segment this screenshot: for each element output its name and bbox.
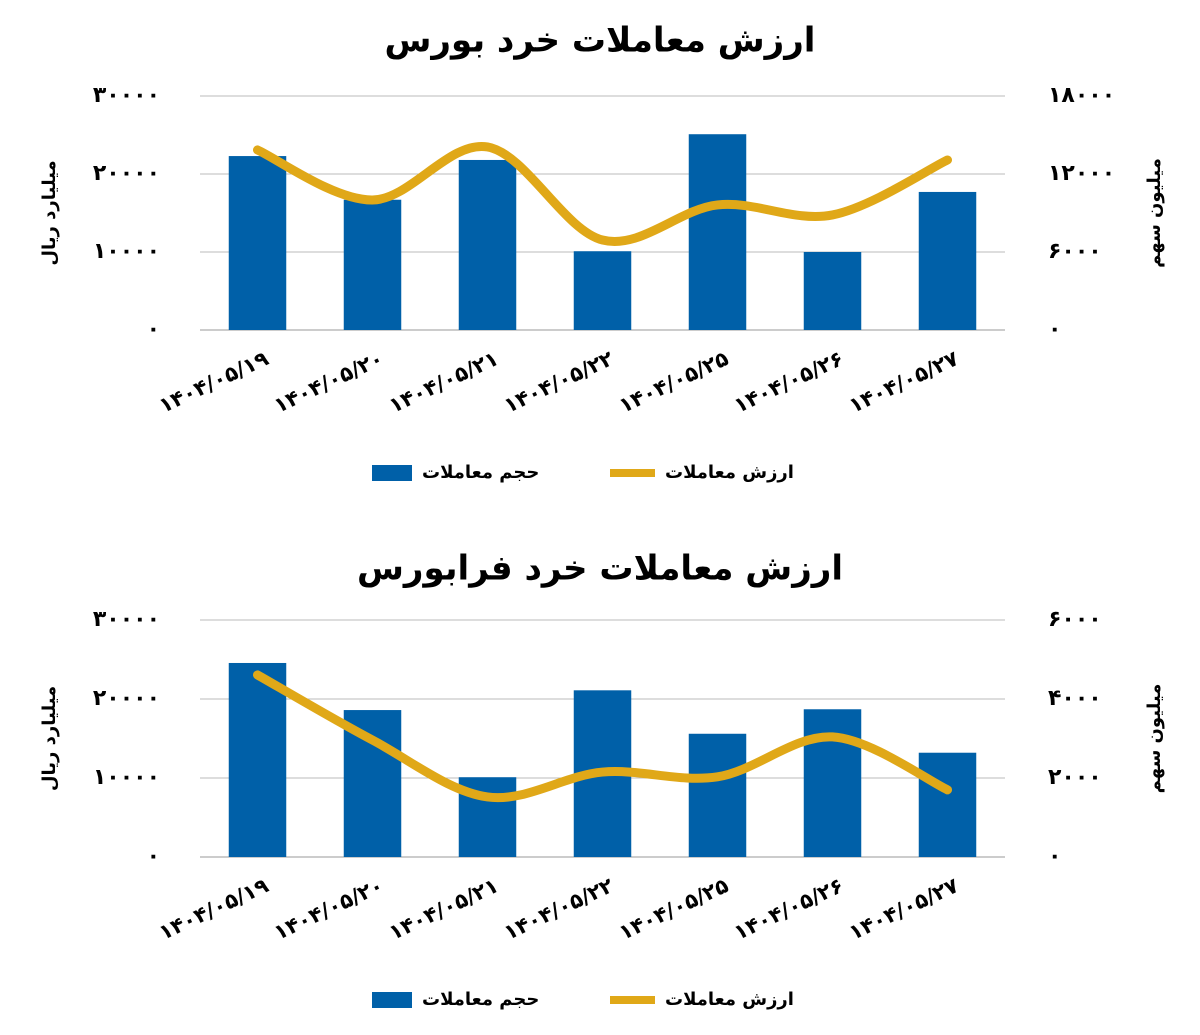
x-tick-label: ۱۴۰۴/۰۵/۲۶ — [730, 346, 847, 418]
legend-swatch — [372, 465, 412, 481]
y2-tick-label: ۰ — [1048, 317, 1061, 342]
x-tick-label: ۱۴۰۴/۰۵/۲۱ — [385, 873, 502, 945]
legend-label: حجم معاملات — [422, 462, 539, 483]
bar — [343, 199, 402, 330]
y-tick-label: ۰ — [147, 844, 160, 869]
bar — [803, 252, 862, 330]
y2-tick-label: ۲۰۰۰ — [1048, 765, 1102, 790]
bar — [918, 191, 977, 330]
y-tick-label: ۱۰۰۰۰ — [93, 765, 160, 790]
x-tick-label: ۱۴۰۴/۰۵/۱۹ — [155, 873, 272, 945]
y-tick-label: ۳۰۰۰۰ — [93, 83, 160, 108]
x-tick-label: ۱۴۰۴/۰۵/۲۵ — [615, 873, 732, 945]
x-tick-label: ۱۴۰۴/۰۵/۲۰ — [270, 346, 387, 418]
y-axis-label: میلیارد ریال — [39, 686, 60, 791]
y2-axis-label: میلیون سهم — [1144, 684, 1165, 794]
y2-tick-label: ۱۲۰۰۰ — [1048, 161, 1115, 186]
y2-tick-label: ۶۰۰۰ — [1048, 239, 1102, 264]
y-tick-label: ۱۰۰۰۰ — [93, 239, 160, 264]
legend-label: حجم معاملات — [422, 989, 539, 1010]
bar — [458, 159, 517, 330]
bar — [573, 251, 632, 330]
y2-tick-label: ۰ — [1048, 844, 1061, 869]
bar — [688, 134, 747, 330]
chart-title: ارزش معاملات خرد فرابورس — [357, 549, 843, 589]
legend-label: ارزش معاملات — [665, 462, 794, 483]
bar — [228, 156, 287, 330]
y2-tick-label: ۶۰۰۰ — [1048, 607, 1102, 632]
x-tick-label: ۱۴۰۴/۰۵/۲۵ — [615, 346, 732, 418]
x-tick-label: ۱۴۰۴/۰۵/۱۹ — [155, 346, 272, 418]
legend-swatch — [372, 992, 412, 1008]
y-tick-label: ۳۰۰۰۰ — [93, 607, 160, 632]
y2-axis-label: میلیون سهم — [1144, 158, 1165, 268]
y-axis-label: میلیارد ریال — [39, 160, 60, 265]
y-tick-label: ۲۰۰۰۰ — [93, 161, 160, 186]
bar — [228, 662, 287, 857]
legend-label: ارزش معاملات — [665, 989, 794, 1010]
bar — [688, 733, 747, 857]
line — [253, 670, 952, 803]
x-tick-label: ۱۴۰۴/۰۵/۲۱ — [385, 346, 502, 418]
x-tick-label: ۱۴۰۴/۰۵/۲۲ — [500, 873, 617, 945]
bar — [803, 709, 862, 857]
x-tick-label: ۱۴۰۴/۰۵/۲۷ — [845, 346, 962, 418]
chart-title: ارزش معاملات خرد بورس — [385, 21, 816, 61]
x-tick-label: ۱۴۰۴/۰۵/۲۰ — [270, 873, 387, 945]
x-tick-label: ۱۴۰۴/۰۵/۲۲ — [500, 346, 617, 418]
x-tick-label: ۱۴۰۴/۰۵/۲۷ — [845, 873, 962, 945]
y-tick-label: ۲۰۰۰۰ — [93, 686, 160, 711]
line — [253, 142, 952, 246]
y2-tick-label: ۴۰۰۰ — [1048, 686, 1102, 711]
x-tick-label: ۱۴۰۴/۰۵/۲۶ — [730, 873, 847, 945]
y-tick-label: ۰ — [147, 317, 160, 342]
bar — [918, 752, 977, 857]
y2-tick-label: ۱۸۰۰۰ — [1048, 83, 1115, 108]
